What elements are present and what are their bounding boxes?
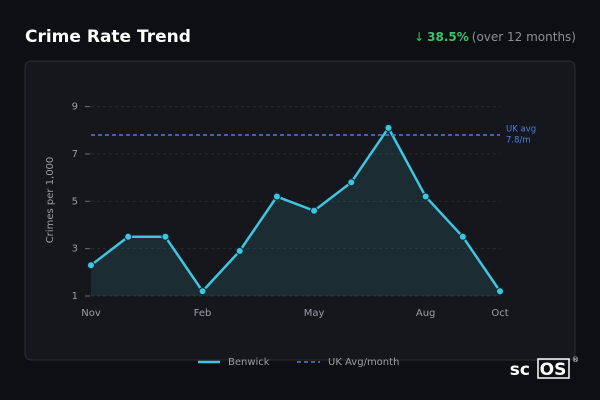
reference-annotation: 7.8/m <box>506 135 531 145</box>
reference-annotation: UK avg <box>506 124 536 134</box>
point <box>347 178 356 187</box>
y-tick-label: 5 <box>72 196 78 207</box>
y-tick-label: 3 <box>72 244 78 255</box>
area <box>91 127 500 296</box>
point <box>496 287 504 296</box>
point <box>421 192 430 201</box>
change-summary: ↓ 38.5% (over 12 months) <box>414 30 576 44</box>
point <box>198 287 207 296</box>
chart-card <box>24 60 576 361</box>
x-tick-label: May <box>304 308 325 319</box>
y-tick-label: 9 <box>72 102 78 113</box>
watermark-mark: ® <box>572 356 579 364</box>
watermark-boxed: OS <box>540 360 567 380</box>
y-tick-label: 1 <box>72 291 78 302</box>
point <box>235 247 244 256</box>
point <box>87 261 95 270</box>
watermark-box <box>537 358 570 379</box>
legend-label: Benwick <box>228 357 270 368</box>
point <box>272 192 281 201</box>
change-period: (over 12 months) <box>472 30 576 44</box>
watermark-text: sc <box>510 360 530 380</box>
change-arrow: ↓ <box>414 30 424 44</box>
x-tick-label: Aug <box>416 308 436 319</box>
x-tick-label: Feb <box>194 308 212 319</box>
legend-label: UK Avg/month <box>328 357 399 368</box>
change-value: 38.5% <box>427 30 469 44</box>
y-tick-label: 7 <box>72 149 78 160</box>
point <box>161 232 170 241</box>
point <box>458 232 467 241</box>
title: Crime Rate Trend <box>25 27 191 47</box>
point <box>310 206 319 215</box>
x-tick-label: Nov <box>81 308 101 319</box>
point <box>384 123 393 132</box>
plot: 1 3 5 7 9 Crimes per 1,000 Nov Feb May Aug Oct UK a… <box>45 102 536 368</box>
y-axis-label: Crimes per 1,000 <box>45 157 56 244</box>
point <box>124 232 133 241</box>
x-tick-label: Oct <box>491 308 508 319</box>
line <box>90 126 502 293</box>
